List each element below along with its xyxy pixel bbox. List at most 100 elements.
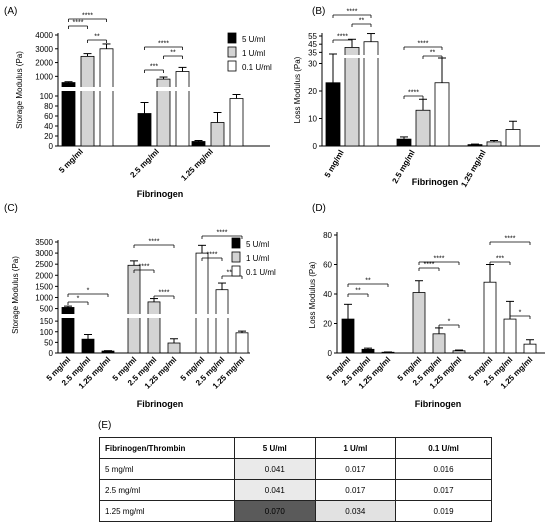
b-significance-label: **** (337, 34, 348, 41)
c-y-axis-tick-label: 3000 (35, 249, 53, 258)
a-y-axis-tick-label: 20 (44, 132, 53, 141)
a-legend-label: 0.1 U/ml (242, 63, 272, 72)
table-header-cell: Fibrinogen/Thrombin (99, 437, 235, 459)
a-category-label: 1.25 mg/ml (179, 147, 215, 183)
a-bar-break (156, 87, 171, 91)
a-significance-label: **** (73, 20, 84, 27)
c-significance-label: **** (149, 239, 160, 246)
c-significance-label: **** (217, 230, 228, 237)
d-bar (432, 333, 446, 354)
b-y-axis-tick-label: 30 (308, 60, 317, 69)
a-y-axis-tick-label: 1000 (35, 72, 53, 81)
b-bar-break (344, 55, 360, 58)
d-significance-label: ** (365, 278, 371, 285)
b-bar (396, 138, 412, 147)
panel-label-a: (A) (4, 6, 18, 17)
b-bar (486, 141, 502, 147)
c-y-axis-tick-label: 50 (44, 338, 53, 347)
d-y-axis-tick-label: 0 (328, 349, 333, 358)
a-y-axis-tick-label: 100 (40, 92, 54, 101)
b-bar-break (363, 55, 379, 58)
c-legend-label: 5 U/ml (246, 240, 269, 249)
c-bar (101, 350, 115, 354)
table-cell: 1.25 mg/ml (99, 500, 235, 522)
b-bar (344, 47, 360, 147)
c-y-axis-tick-label: 3500 (35, 238, 53, 247)
d-x-title: Fibrinogen (415, 399, 462, 409)
a-y-axis-tick-label: 0 (49, 142, 54, 151)
c-y-axis-tick-label: 150 (40, 317, 54, 326)
b-x-title: Fibrinogen (412, 177, 459, 187)
a-significance-label: **** (82, 13, 93, 20)
d-significance-label: ** (355, 288, 361, 295)
table-cell: 0.070 (234, 500, 316, 522)
panel-label-e: (E) (98, 420, 112, 431)
c-significance-label: **** (139, 264, 150, 271)
a-legend-label: 1 U/ml (242, 49, 265, 58)
c-bar (235, 332, 249, 354)
d-bar (361, 348, 375, 354)
table-header-cell: 5 U/ml (234, 437, 316, 459)
table-cell: 0.041 (234, 458, 316, 480)
table-cell: 5 mg/ml (99, 458, 235, 480)
a-significance-label: ** (94, 34, 100, 41)
d-bar (341, 318, 355, 354)
b-category-label: 1.25 mg/ml (459, 149, 487, 189)
d-y-axis-tick-label: 20 (323, 320, 332, 329)
b-bar (434, 82, 450, 147)
table-cell: 0.034 (314, 500, 397, 522)
a-bar (137, 113, 152, 147)
c-legend-label: 0.1 U/ml (246, 268, 276, 277)
b-y-axis-tick-label: 0 (313, 142, 318, 151)
c-bar-break (195, 314, 209, 318)
a-bar (61, 82, 76, 147)
d-y-axis-tick-label: 40 (323, 290, 332, 299)
b-significance-label: ** (359, 18, 365, 25)
d-significance-label: * (448, 319, 451, 326)
a-legend-swatch (227, 32, 237, 44)
b-y-axis-tick-label: 45 (308, 40, 317, 49)
b-y-title: Loss Modulus (Pa) (293, 56, 302, 123)
a-y-axis-tick-label: 80 (44, 102, 53, 111)
b-y-axis-tick-label: 35 (308, 48, 317, 57)
a-y-axis-tick-label: 40 (44, 122, 53, 131)
a-category-label: 5 mg/ml (57, 147, 85, 175)
a-bar (80, 55, 95, 147)
table-cell: 2.5 mg/ml (99, 479, 235, 501)
c-y-axis-tick-label: 100 (40, 328, 54, 337)
c-y-axis-tick-label: 2000 (35, 271, 53, 280)
a-legend-label: 5 U/ml (242, 35, 265, 44)
a-bar (229, 98, 244, 147)
table-row: 1.25 mg/ml 0.070 0.034 0.019 (99, 500, 492, 522)
d-bar (523, 343, 537, 354)
b-category-label: 5 mg/ml (323, 149, 346, 180)
c-bar-break (147, 314, 161, 318)
table-cell: 0.017 (314, 458, 397, 480)
table-cell: 0.016 (395, 458, 492, 480)
c-bar-break (61, 314, 75, 318)
b-significance-label: **** (418, 41, 429, 48)
a-bar (175, 71, 190, 147)
b-bar (415, 109, 431, 147)
c-legend-label: 1 U/ml (246, 254, 269, 263)
panel-label-b: (B) (312, 6, 326, 17)
b-bar (505, 129, 521, 147)
table-header-cell: 0.1 U/ml (395, 437, 492, 459)
b-significance-label: ** (430, 50, 436, 57)
c-legend-swatch (231, 251, 241, 263)
a-bar (191, 141, 206, 147)
c-bar (147, 301, 161, 354)
table-cell: 0.019 (395, 500, 492, 522)
a-y-title: Storage Modulus (Pa) (15, 51, 24, 129)
c-significance-label: * (77, 296, 80, 303)
a-bar-break (80, 87, 95, 91)
c-bar-break (215, 314, 229, 318)
d-y-title: Loss Modulus (Pa) (308, 261, 317, 328)
summary-table: Fibrinogen/Thrombin 5 U/ml 1 U/ml 0.1 U/… (99, 437, 492, 522)
a-legend-swatch (227, 46, 237, 58)
table-header-cell: 1 U/ml (314, 437, 397, 459)
a-legend-swatch (227, 60, 237, 72)
c-bar (127, 264, 141, 354)
c-legend-swatch (231, 265, 241, 277)
